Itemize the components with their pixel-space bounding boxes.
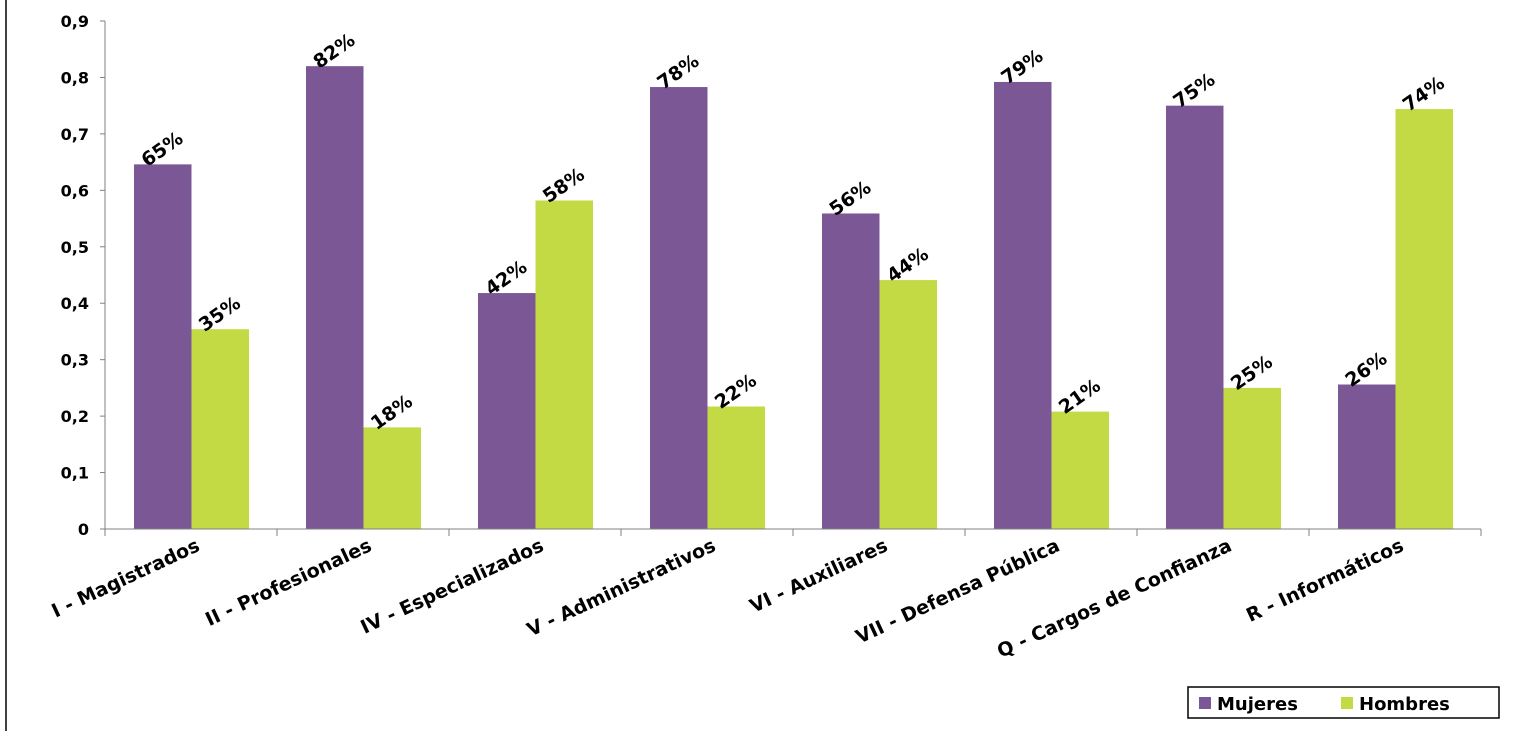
category-label: R - Informáticos bbox=[1243, 535, 1407, 627]
bar-mujeres bbox=[1338, 384, 1396, 529]
bar-mujeres bbox=[134, 164, 192, 529]
y-tick-label: 0,6 bbox=[61, 181, 89, 200]
y-tick-label: 0,2 bbox=[61, 407, 89, 426]
bar-mujeres bbox=[306, 66, 364, 530]
bar-hombres bbox=[1395, 109, 1453, 529]
bar-mujeres bbox=[650, 87, 708, 529]
category-label: V - Administrativos bbox=[524, 535, 719, 642]
y-tick-label: 0,9 bbox=[61, 12, 89, 31]
bar-hombres bbox=[191, 329, 249, 529]
y-tick-label: 0,1 bbox=[61, 464, 89, 483]
bar-hombres bbox=[363, 427, 421, 529]
bar-hombres bbox=[879, 280, 937, 529]
legend: Mujeres Hombres bbox=[1187, 686, 1500, 719]
bar-hombres bbox=[535, 200, 593, 529]
legend-label-mujeres: Mujeres bbox=[1217, 694, 1298, 715]
bar-mujeres bbox=[822, 213, 880, 529]
category-label: I - Magistrados bbox=[48, 535, 203, 623]
y-tick-label: 0,8 bbox=[61, 68, 89, 87]
category-label: VI - Auxiliares bbox=[746, 535, 891, 618]
y-tick-label: 0,7 bbox=[61, 125, 89, 144]
category-label: II - Profesionales bbox=[202, 535, 375, 631]
y-tick-label: 0 bbox=[78, 520, 89, 539]
legend-label-hombres: Hombres bbox=[1359, 694, 1450, 715]
bar-mujeres bbox=[1166, 105, 1224, 530]
bar-hombres bbox=[1051, 411, 1109, 529]
bar-mujeres bbox=[478, 293, 536, 529]
bar-hombres bbox=[1223, 387, 1281, 529]
bar-hombres bbox=[707, 406, 765, 529]
y-tick-label: 0,4 bbox=[61, 294, 89, 313]
legend-swatch-mujeres bbox=[1199, 697, 1211, 709]
y-tick-label: 0,3 bbox=[61, 351, 89, 370]
category-label: IV - Especializados bbox=[357, 535, 547, 639]
bar-mujeres bbox=[994, 81, 1052, 530]
legend-swatch-hombres bbox=[1341, 697, 1353, 709]
y-tick-label: 0,5 bbox=[61, 238, 89, 257]
